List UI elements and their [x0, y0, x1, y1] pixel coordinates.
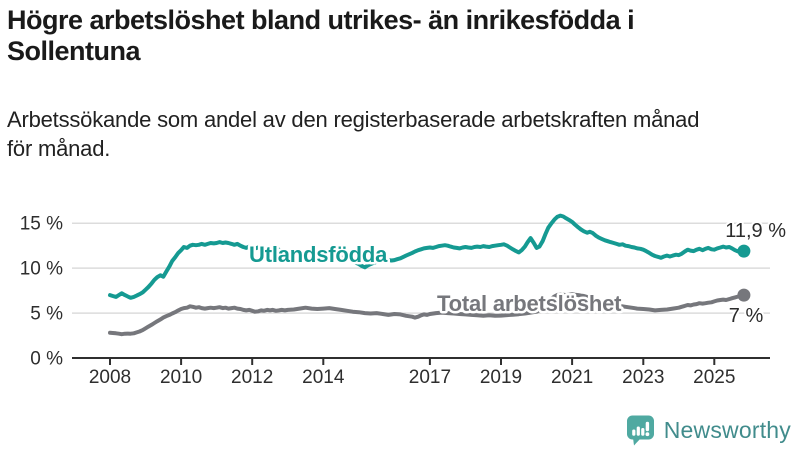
- x-tick-label-2014: 2014: [302, 367, 345, 388]
- y-tick-label-5: 5 %: [30, 304, 63, 325]
- x-tick-label-2023: 2023: [622, 367, 664, 388]
- page-title: Högre arbetslöshet bland utrikes- än inr…: [7, 5, 795, 67]
- newsworthy-brand-name: Newsworthy: [663, 417, 791, 443]
- newsworthy-bar-chart-bubble-icon: [626, 415, 654, 446]
- x-tick-label-2008: 2008: [89, 367, 131, 388]
- y-tick-label-10: 10 %: [20, 259, 63, 280]
- series-end-dot-1: [737, 288, 751, 302]
- subtitle-line-2: för månad.: [7, 136, 111, 161]
- newsworthy-logo-link[interactable]: Newsworthy: [626, 415, 791, 446]
- x-tick-label-2021: 2021: [551, 367, 593, 388]
- title-line-2: Sollentuna: [7, 36, 141, 66]
- page-subtitle: Arbetssökande som andel av den registerb…: [7, 105, 797, 163]
- x-tick-label-2019: 2019: [480, 367, 522, 388]
- series-line-0: [108, 213, 746, 300]
- x-tick-label-2010: 2010: [160, 367, 202, 388]
- series-end-dot-0: [737, 244, 751, 258]
- series-line-1: [108, 292, 746, 337]
- series-label-0: Utlandsfödda: [249, 242, 388, 267]
- x-tick-label-2025: 2025: [693, 367, 735, 388]
- x-tick-label-2012: 2012: [231, 367, 273, 388]
- y-tick-label-15: 15 %: [20, 214, 63, 235]
- series-end-label-0: 11,9 %: [725, 220, 786, 242]
- x-tick-label-2017: 2017: [409, 367, 451, 388]
- title-line-1: Högre arbetslöshet bland utrikes- än inr…: [7, 5, 635, 35]
- series-label-1: Total arbetslöshet: [437, 291, 622, 316]
- subtitle-line-1: Arbetssökande som andel av den registerb…: [7, 107, 700, 132]
- icon-bars-and-exclamation: [631, 421, 650, 437]
- series-end-label-1: 7 %: [729, 305, 764, 327]
- icon-bubble: [626, 415, 654, 446]
- y-tick-label-0: 0 %: [30, 349, 63, 370]
